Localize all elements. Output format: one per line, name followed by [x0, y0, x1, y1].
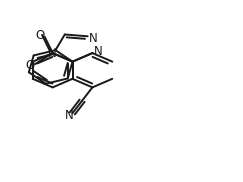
Text: N: N	[94, 45, 102, 58]
Text: N: N	[48, 47, 57, 60]
Text: N: N	[65, 109, 74, 122]
Text: O: O	[26, 59, 35, 72]
Text: N: N	[89, 32, 98, 45]
Text: O: O	[35, 29, 44, 42]
